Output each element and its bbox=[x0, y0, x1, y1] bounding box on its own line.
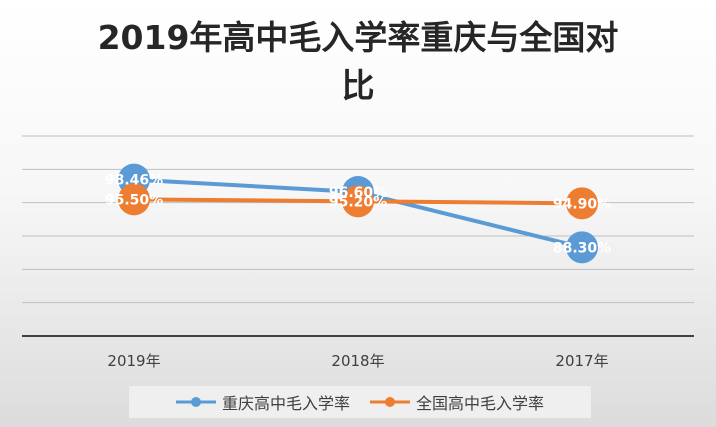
data-label: 88.30% bbox=[553, 240, 611, 256]
chart-title-line-2: 比 bbox=[341, 66, 375, 105]
x-tick-label: 2019年 bbox=[107, 352, 160, 370]
data-label: 95.20% bbox=[329, 194, 387, 210]
legend-item-national: 全国高中毛入学率 bbox=[370, 390, 544, 414]
legend-marker-chongqing bbox=[175, 397, 216, 407]
data-label: 98.46% bbox=[105, 173, 163, 189]
data-label: 96.60% bbox=[329, 185, 387, 201]
legend-item-chongqing: 重庆高中毛入学率 bbox=[175, 390, 350, 414]
x-tick-label: 2017年 bbox=[555, 352, 608, 370]
legend-label-chongqing: 重庆高中毛入学率 bbox=[221, 394, 350, 413]
legend: 重庆高中毛入学率 全国高中毛入学率 bbox=[129, 386, 591, 418]
x-tick-label: 2018年 bbox=[331, 352, 384, 370]
chart-title-line-1: 2019年高中毛入学率重庆与全国对 bbox=[97, 18, 619, 57]
data-point bbox=[118, 183, 150, 216]
legend-marker-national bbox=[370, 397, 410, 407]
data-label: 95.50% bbox=[105, 192, 163, 208]
legend-label-national: 全国高中毛入学率 bbox=[416, 394, 545, 413]
data-point bbox=[566, 187, 598, 220]
chart-title: 2019年高中毛入学率重庆与全国对 比 bbox=[0, 14, 716, 110]
data-label: 94.90% bbox=[553, 196, 611, 212]
data-point bbox=[342, 185, 374, 218]
data-point bbox=[566, 231, 598, 264]
